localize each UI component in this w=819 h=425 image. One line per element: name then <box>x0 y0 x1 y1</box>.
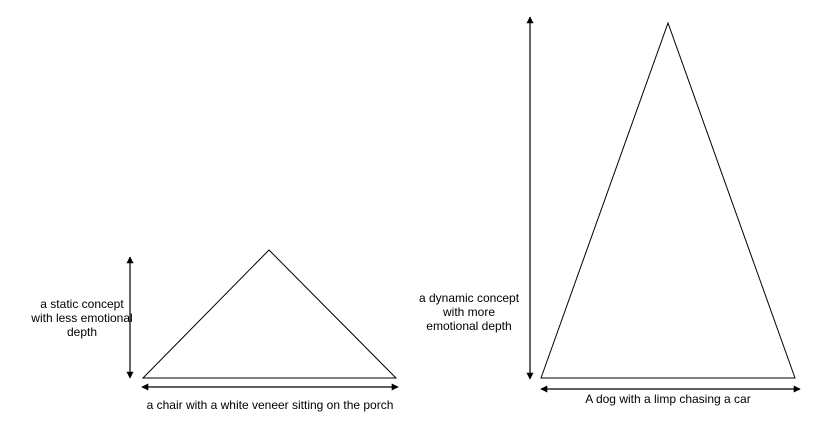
right-base-label: A dog with a limp chasing a car <box>585 392 751 406</box>
left-base-label: a chair with a white veneer sitting on t… <box>146 398 394 412</box>
left-triangle <box>141 249 398 379</box>
right-side-label: a dynamic concept with more emotional de… <box>418 291 520 333</box>
left-side-label: a static concept with less emotional dep… <box>31 297 133 339</box>
right-triangle <box>540 21 796 379</box>
